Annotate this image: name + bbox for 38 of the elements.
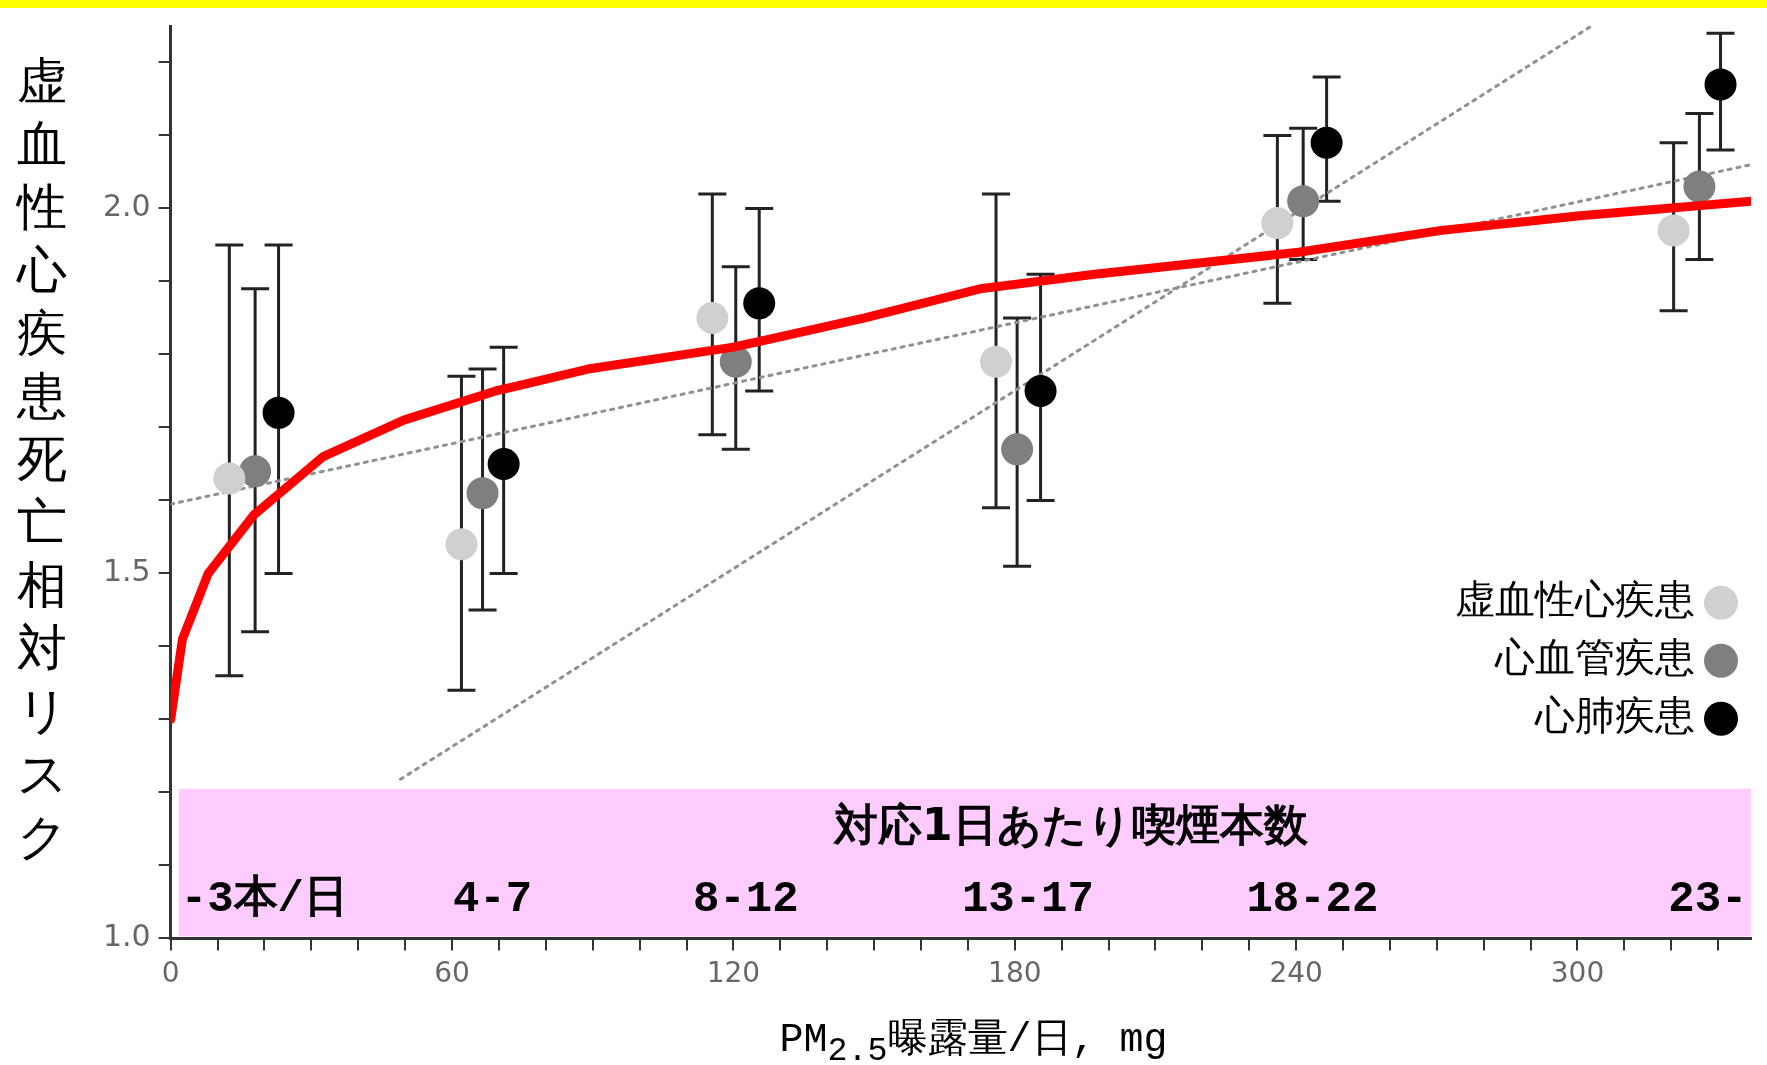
band-label: 対応1日あたり喫煙本数 (832, 799, 1309, 851)
y-tick-label: 1.0 (102, 918, 151, 954)
point (980, 345, 1013, 378)
legend-label: 心血管疾患 (1494, 634, 1695, 681)
point (262, 396, 295, 429)
point (213, 462, 246, 495)
legend-label: 心肺疾患 (1534, 692, 1695, 739)
x-tick-label: 120 (706, 956, 761, 990)
annotation: 8-12 (692, 874, 799, 925)
annotation: 18-22 (1246, 874, 1379, 925)
x-tick-label: 180 (988, 956, 1042, 990)
annotation: 13-17 (961, 874, 1094, 925)
point (1001, 433, 1034, 466)
text: 虚血性心疾患死亡相対リスク (16, 52, 68, 866)
point (487, 447, 520, 480)
point (1310, 126, 1343, 159)
annotation: 4-7 (452, 874, 533, 925)
legend-label: 虚血性心疾患 (1455, 576, 1695, 623)
point (1704, 68, 1737, 101)
x-tick-label: 300 (1550, 956, 1605, 990)
x-tick-label: 240 (1269, 956, 1323, 990)
annotation: 23- (1668, 874, 1748, 925)
point (1657, 214, 1690, 247)
point (743, 287, 776, 320)
point (1024, 374, 1057, 407)
point (696, 301, 729, 334)
annotation: -3本/日 (180, 874, 348, 925)
point (1683, 170, 1716, 203)
point (1287, 185, 1320, 218)
point (1261, 207, 1294, 240)
point (445, 528, 478, 561)
y-tick-label: 2.0 (102, 188, 151, 224)
x-tick-label: 0 (161, 956, 180, 990)
x-axis-title: PM$_{2.5}$曝露量/日, mg (778, 1017, 1169, 1065)
x-tick-label: 60 (434, 956, 470, 990)
point (466, 477, 499, 510)
y-tick-label: 1.5 (102, 553, 151, 589)
point (239, 455, 272, 488)
